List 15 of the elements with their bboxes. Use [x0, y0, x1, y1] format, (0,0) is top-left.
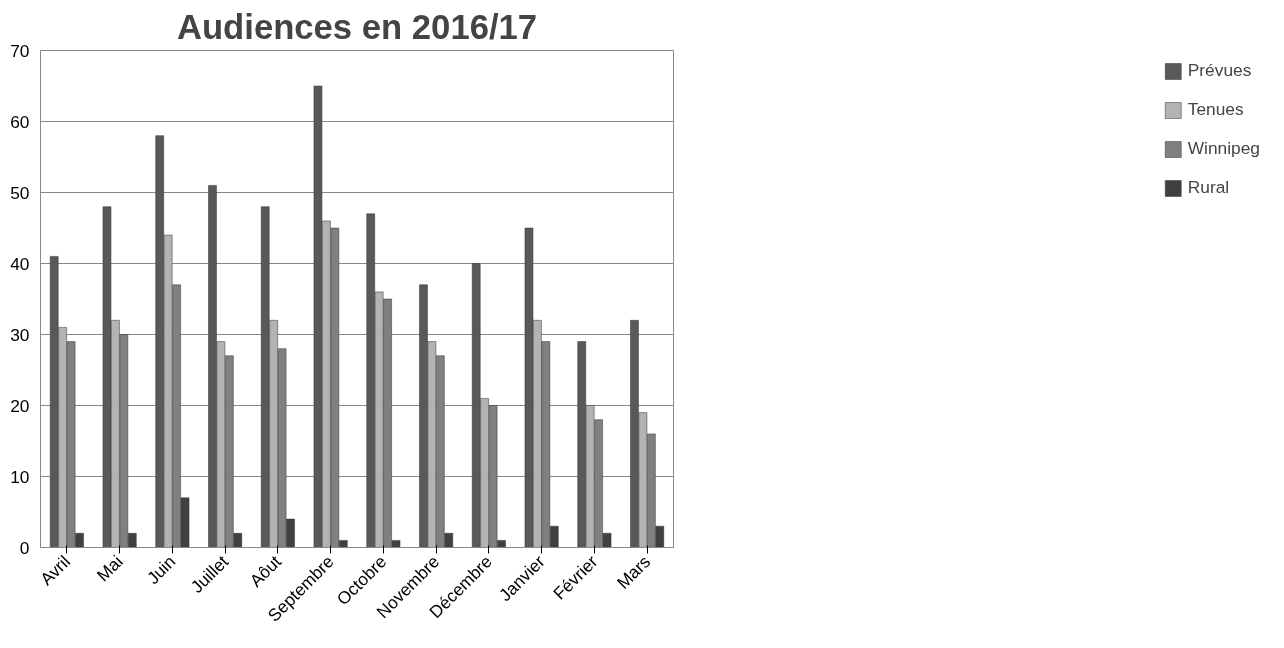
legend-label: Rural	[1187, 177, 1230, 198]
y-tick-label: 30	[10, 324, 30, 345]
legend-label: Winnipeg	[1187, 138, 1260, 159]
legend-label: Prévues	[1187, 60, 1252, 81]
y-tick-label: 0	[19, 537, 30, 558]
x-tick-label: Mai	[92, 551, 127, 586]
y-tick-label: 50	[10, 182, 30, 203]
y-tick-label: 70	[10, 40, 30, 61]
y-tick-label: 10	[10, 466, 30, 487]
y-tick-label: 20	[10, 395, 30, 416]
y-tick-label: 60	[10, 111, 30, 132]
y-tick-label: 40	[10, 253, 30, 274]
chart-title: Audiences en 2016/17	[176, 7, 538, 46]
x-tick-label: Juin	[142, 551, 180, 589]
legend-label: Tenues	[1187, 99, 1244, 120]
